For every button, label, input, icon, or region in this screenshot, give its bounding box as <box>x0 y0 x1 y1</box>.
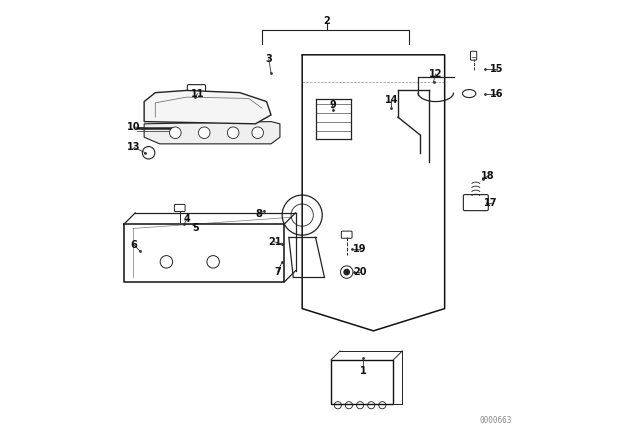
Text: 13: 13 <box>127 142 141 152</box>
Circle shape <box>367 402 375 409</box>
Text: 7: 7 <box>275 267 281 276</box>
Text: 14: 14 <box>385 95 398 105</box>
Circle shape <box>198 127 210 138</box>
Circle shape <box>160 256 173 268</box>
Circle shape <box>344 269 349 275</box>
Circle shape <box>356 402 364 409</box>
Text: 9: 9 <box>329 100 336 110</box>
Circle shape <box>170 127 181 138</box>
Circle shape <box>346 402 353 409</box>
Text: 17: 17 <box>484 198 497 207</box>
Text: 21: 21 <box>268 237 282 247</box>
Text: 1: 1 <box>360 366 367 376</box>
Text: 11: 11 <box>191 89 204 99</box>
Text: 10: 10 <box>127 122 141 132</box>
FancyBboxPatch shape <box>188 85 205 99</box>
FancyBboxPatch shape <box>341 231 352 238</box>
Text: 5: 5 <box>192 223 198 233</box>
Text: 19: 19 <box>353 244 367 254</box>
Text: 15: 15 <box>490 64 504 74</box>
Circle shape <box>379 402 386 409</box>
Text: 18: 18 <box>481 171 495 181</box>
Circle shape <box>142 146 155 159</box>
Text: 20: 20 <box>353 267 367 277</box>
Ellipse shape <box>463 90 476 98</box>
Circle shape <box>252 127 264 138</box>
FancyBboxPatch shape <box>463 194 488 211</box>
Text: 4: 4 <box>184 214 191 224</box>
Circle shape <box>340 266 353 278</box>
Text: 0000663: 0000663 <box>479 416 512 425</box>
Circle shape <box>227 127 239 138</box>
FancyBboxPatch shape <box>175 204 185 211</box>
Polygon shape <box>144 90 271 124</box>
Text: 2: 2 <box>323 17 330 26</box>
Text: 3: 3 <box>266 54 272 64</box>
Text: 6: 6 <box>131 240 137 250</box>
Circle shape <box>291 204 314 226</box>
Polygon shape <box>144 121 280 144</box>
Circle shape <box>282 195 322 235</box>
FancyBboxPatch shape <box>470 51 477 60</box>
Text: 12: 12 <box>429 69 442 79</box>
Circle shape <box>207 256 220 268</box>
Text: 8: 8 <box>255 209 262 219</box>
Circle shape <box>334 402 341 409</box>
Text: 16: 16 <box>490 89 504 99</box>
